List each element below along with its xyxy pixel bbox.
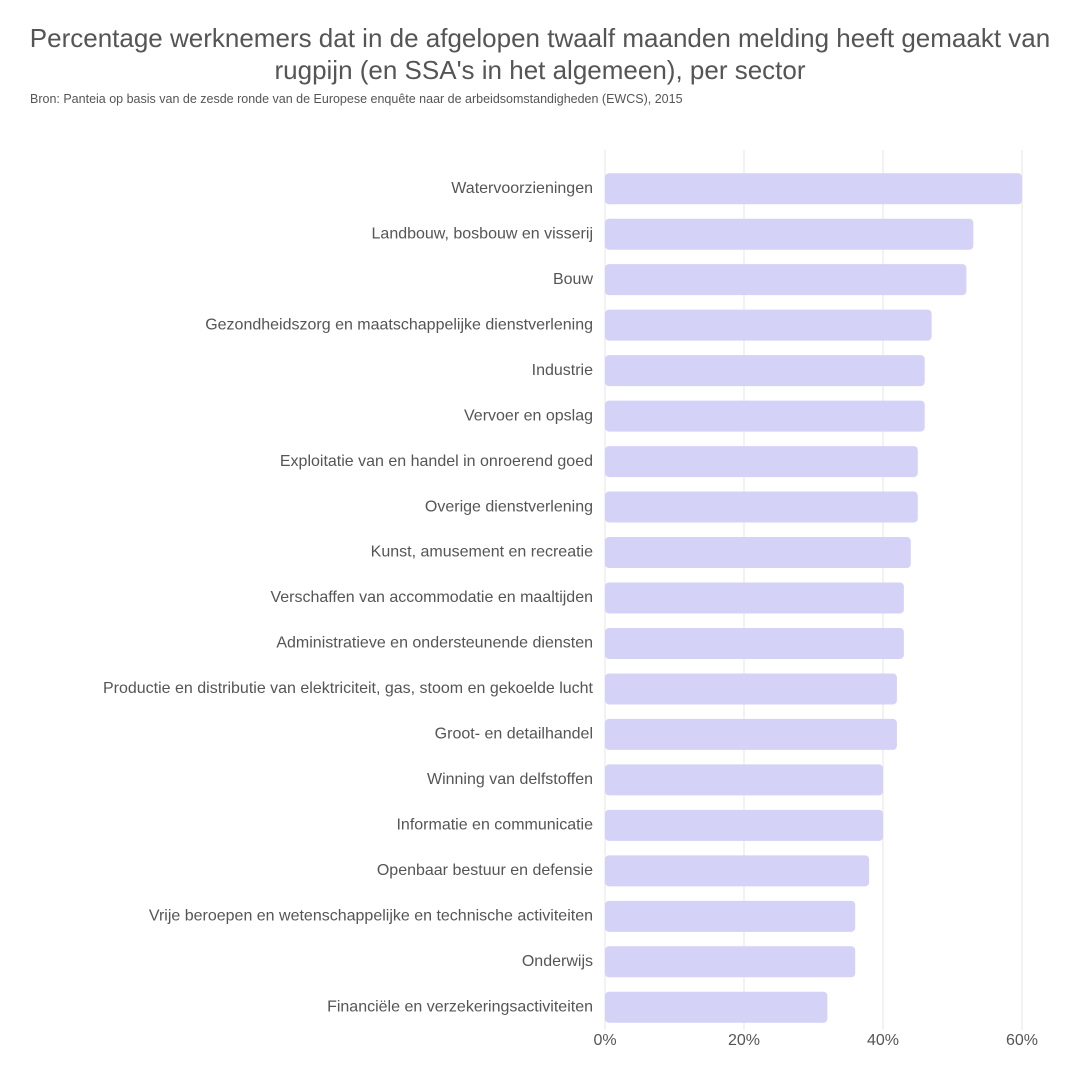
y-tick-label: Industrie	[532, 362, 593, 379]
y-tick-label: Exploitatie van en handel in onroerend g…	[280, 453, 593, 470]
x-tick-label: 60%	[1006, 1032, 1038, 1049]
bar	[605, 264, 967, 296]
x-tick-label: 40%	[867, 1032, 899, 1049]
bar	[605, 627, 904, 659]
bar	[605, 718, 897, 750]
bar	[605, 946, 856, 978]
bar	[605, 900, 856, 932]
x-tick-label: 20%	[728, 1032, 760, 1049]
y-tick-label: Administratieve en ondersteunende dienst…	[276, 635, 593, 652]
bar	[605, 446, 918, 478]
y-tick-label: Overige dienstverlening	[425, 498, 593, 515]
y-tick-label: Vervoer en opslag	[464, 407, 593, 424]
bar	[605, 173, 1022, 205]
chart-subtitle: Bron: Panteia op basis van de zesde rond…	[30, 92, 683, 106]
bar	[605, 809, 883, 841]
y-tick-label: Groot- en detailhandel	[435, 726, 593, 743]
bar	[605, 400, 925, 432]
y-tick-label: Landbouw, bosbouw en visserij	[372, 225, 593, 242]
chart-title: Percentage werknemers dat in de afgelope…	[29, 23, 1051, 85]
bar	[605, 855, 870, 887]
y-tick-label: Bouw	[553, 271, 593, 288]
y-tick-label: Openbaar bestuur en defensie	[377, 862, 593, 879]
y-tick-label: Productie en distributie van elektricite…	[103, 680, 594, 697]
bar	[605, 673, 897, 705]
bar	[605, 537, 911, 569]
y-tick-label: Verschaffen van accommodatie en maaltijd…	[270, 589, 593, 606]
y-tick-label: Kunst, amusement en recreatie	[371, 544, 593, 561]
bar	[605, 355, 925, 387]
bar	[605, 582, 904, 614]
x-tick-label: 0%	[593, 1032, 616, 1049]
y-tick-label: Informatie en communicatie	[396, 817, 593, 834]
y-tick-label: Gezondheidszorg en maatschappelijke dien…	[205, 316, 593, 333]
y-tick-label: Onderwijs	[522, 953, 593, 970]
y-tick-label: Vrije beroepen en wetenschappelijke en t…	[149, 908, 593, 925]
bar	[605, 491, 918, 523]
bar	[605, 218, 974, 250]
bar	[605, 764, 883, 796]
bar	[605, 309, 932, 341]
y-tick-label: Watervoorzieningen	[451, 180, 593, 197]
bar	[605, 991, 828, 1023]
y-tick-label: Financiële en verzekeringsactiviteiten	[327, 998, 593, 1015]
y-tick-label: Winning van delfstoffen	[427, 771, 593, 788]
